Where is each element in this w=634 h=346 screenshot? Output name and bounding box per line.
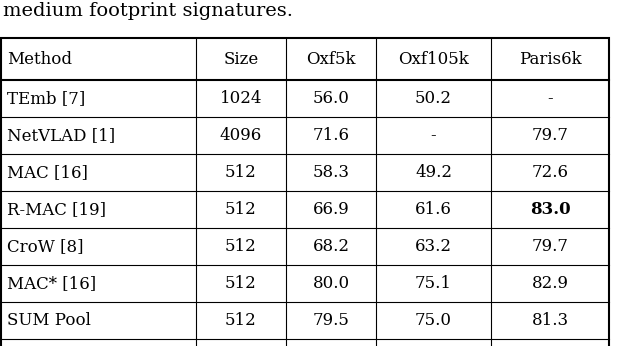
Text: medium footprint signatures.: medium footprint signatures. xyxy=(3,2,293,20)
Text: 58.3: 58.3 xyxy=(313,164,349,181)
Text: 81.3: 81.3 xyxy=(531,312,569,329)
Text: 61.6: 61.6 xyxy=(415,201,452,218)
Text: 71.6: 71.6 xyxy=(313,127,349,144)
Text: 82.9: 82.9 xyxy=(531,275,569,292)
Text: SUM Pool: SUM Pool xyxy=(7,312,91,329)
Text: CroW [8]: CroW [8] xyxy=(7,238,84,255)
Text: 512: 512 xyxy=(225,201,257,218)
Text: Oxf105k: Oxf105k xyxy=(398,51,469,67)
Text: Paris6k: Paris6k xyxy=(519,51,581,67)
Text: 66.9: 66.9 xyxy=(313,201,349,218)
Text: 63.2: 63.2 xyxy=(415,238,452,255)
Text: 512: 512 xyxy=(225,238,257,255)
Text: 79.7: 79.7 xyxy=(531,127,569,144)
Text: 79.5: 79.5 xyxy=(313,312,349,329)
Text: -: - xyxy=(430,127,436,144)
Text: 49.2: 49.2 xyxy=(415,164,452,181)
Text: 83.0: 83.0 xyxy=(529,201,571,218)
Text: R-MAC [19]: R-MAC [19] xyxy=(7,201,106,218)
Text: 72.6: 72.6 xyxy=(531,164,569,181)
Text: TEmb [7]: TEmb [7] xyxy=(7,90,85,107)
Text: 4096: 4096 xyxy=(220,127,262,144)
Text: -: - xyxy=(547,90,553,107)
Text: 512: 512 xyxy=(225,312,257,329)
Text: 75.0: 75.0 xyxy=(415,312,452,329)
Text: 79.7: 79.7 xyxy=(531,238,569,255)
Text: 75.1: 75.1 xyxy=(415,275,452,292)
Text: 1024: 1024 xyxy=(220,90,262,107)
Text: 56.0: 56.0 xyxy=(313,90,349,107)
Text: Oxf5k: Oxf5k xyxy=(306,51,356,67)
Text: NetVLAD [1]: NetVLAD [1] xyxy=(7,127,115,144)
Text: 80.0: 80.0 xyxy=(313,275,349,292)
Text: Size: Size xyxy=(223,51,259,67)
Text: MAC [16]: MAC [16] xyxy=(7,164,88,181)
Text: Method: Method xyxy=(7,51,72,67)
Text: 512: 512 xyxy=(225,164,257,181)
Text: 50.2: 50.2 xyxy=(415,90,452,107)
Text: 512: 512 xyxy=(225,275,257,292)
Text: 68.2: 68.2 xyxy=(313,238,349,255)
Text: MAC* [16]: MAC* [16] xyxy=(7,275,96,292)
